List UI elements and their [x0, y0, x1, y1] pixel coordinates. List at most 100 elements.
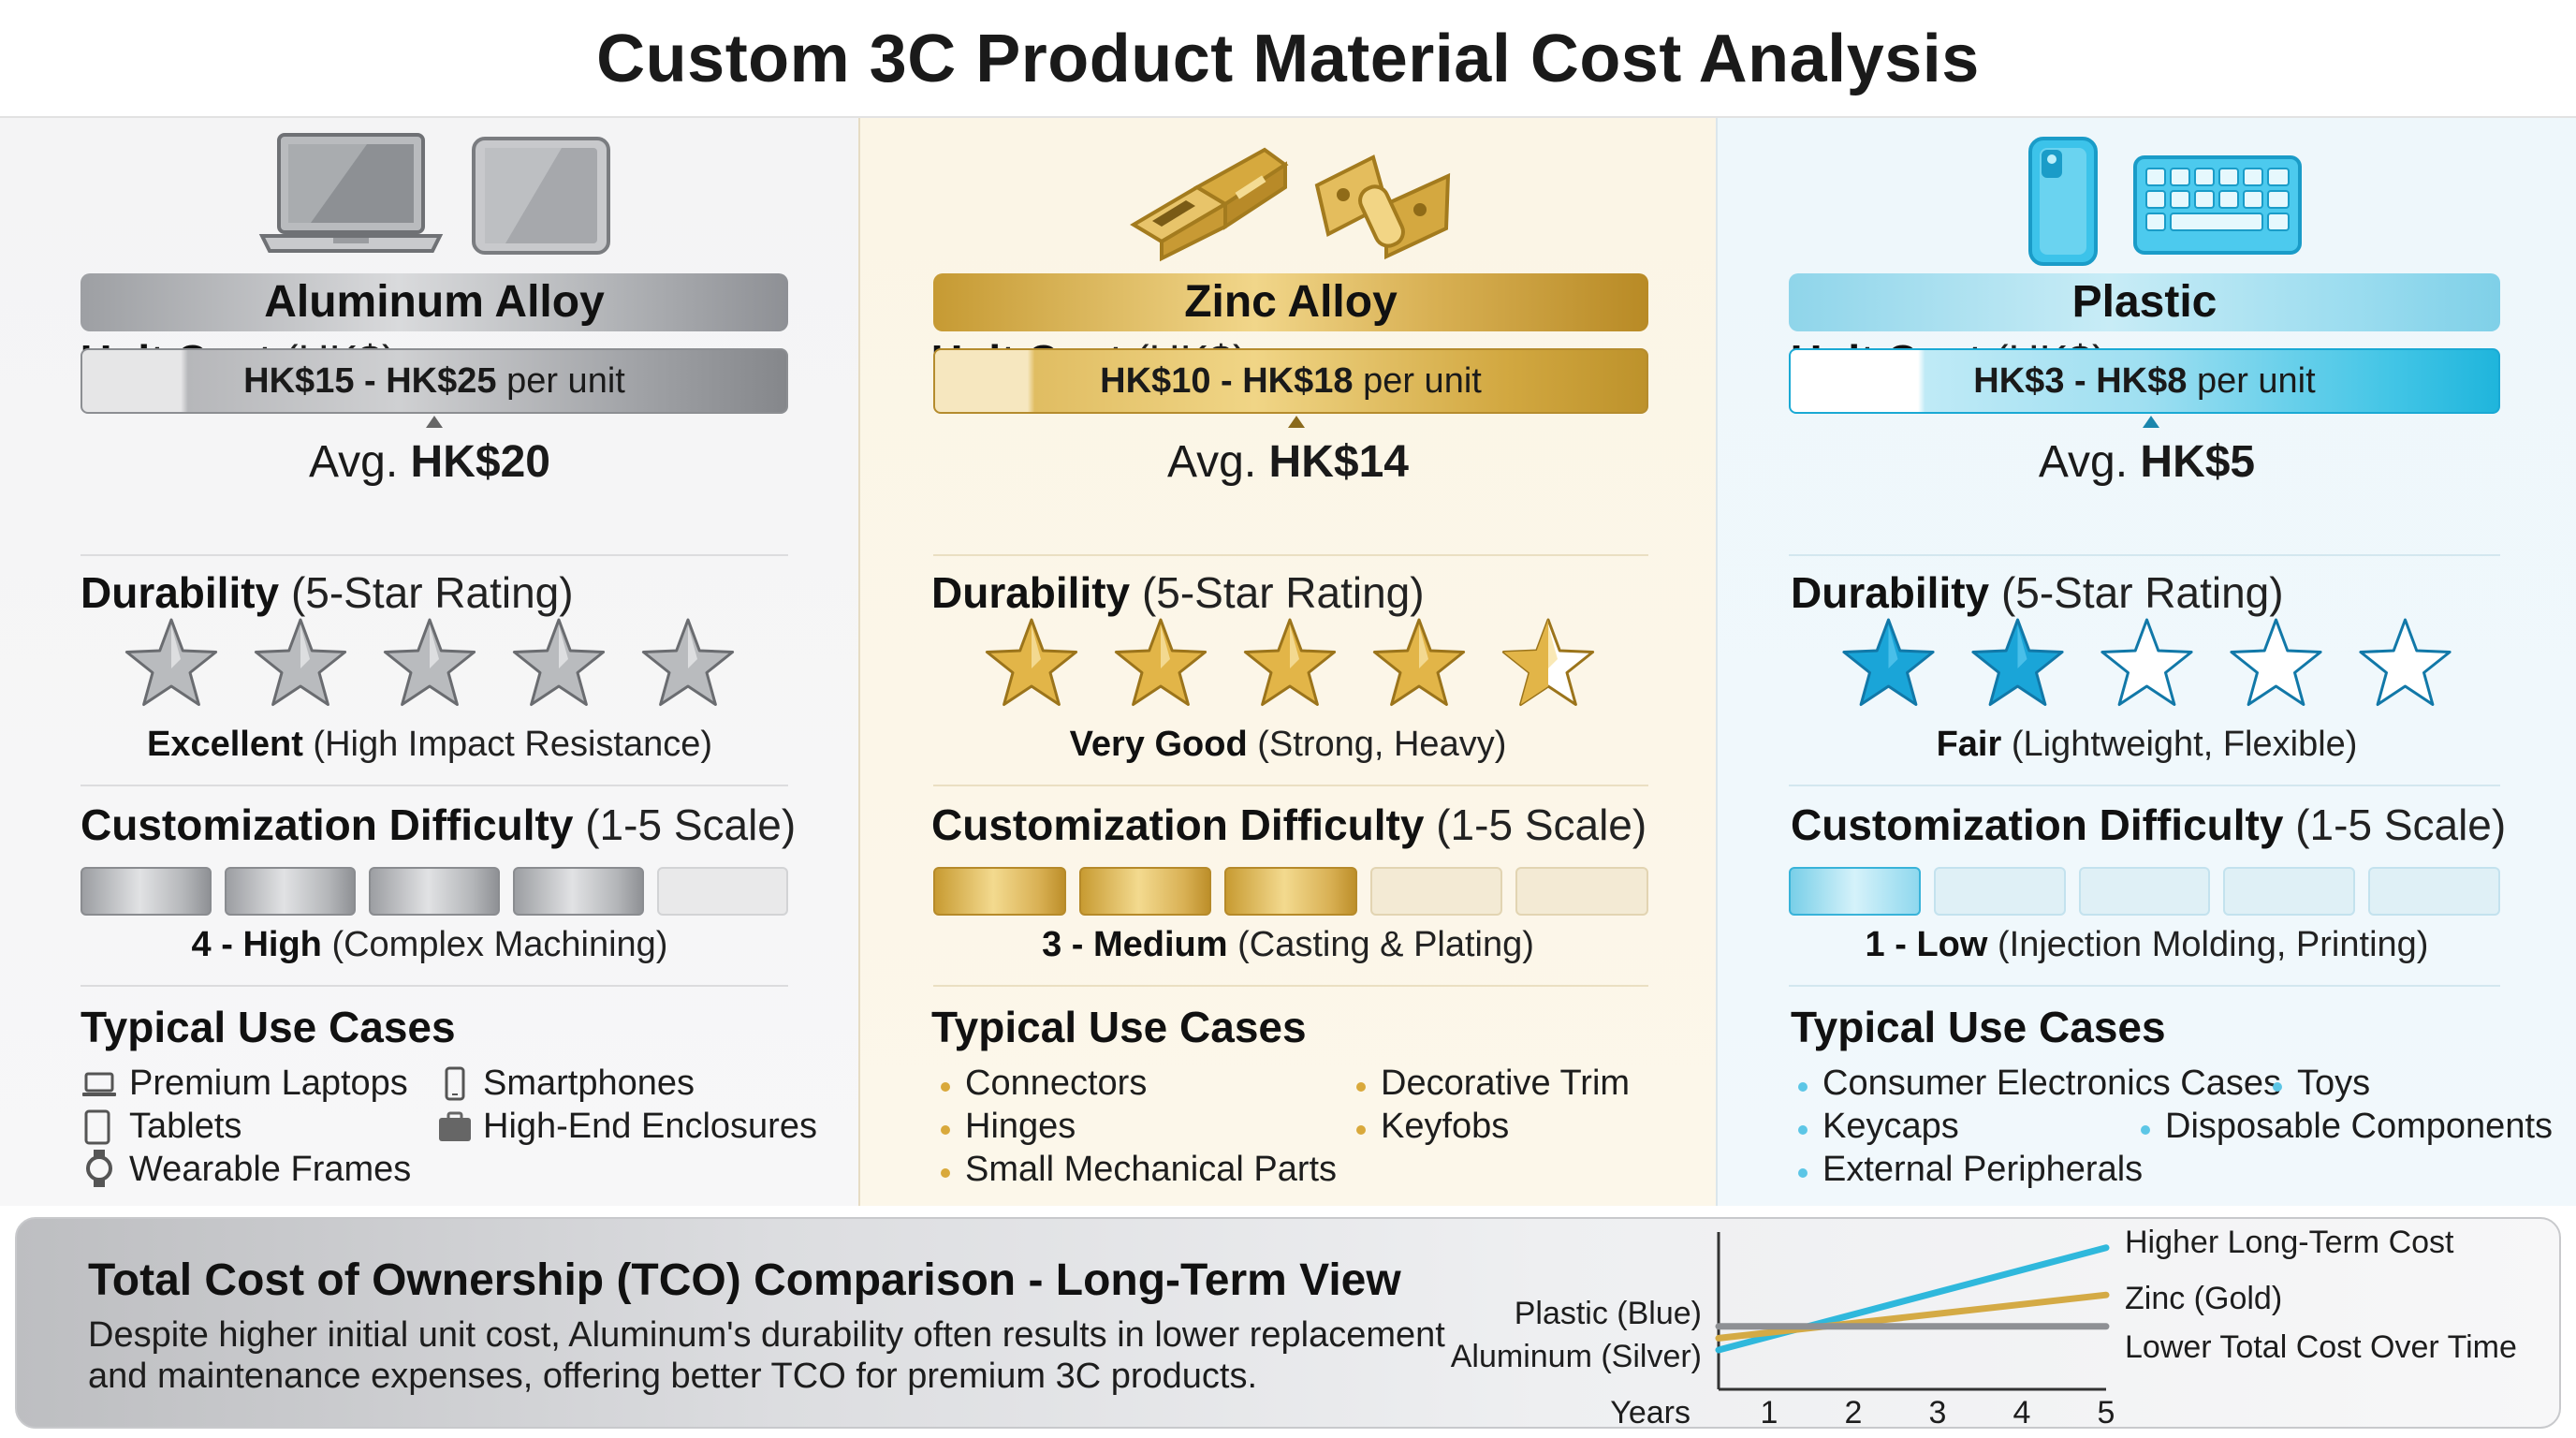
- aluminum-custom-label: Customization Difficulty (1-5 Scale): [80, 800, 796, 850]
- zinc-custom-caption: 3 - Medium (Casting & Plating): [860, 925, 1716, 965]
- custom-label: Customization Difficulty: [1791, 800, 2284, 849]
- zinc-column: Zinc Alloy Unit Cost (HK$) HK$10 - HK$18…: [858, 118, 1718, 1206]
- use-case-item: Disposable Components: [2165, 1107, 2554, 1146]
- avg-value: HK$14: [1268, 437, 1409, 487]
- use-case-item: External Peripherals: [1822, 1150, 2144, 1189]
- use-case-item: Small Mechanical Parts: [965, 1150, 1338, 1189]
- zinc-banner: Zinc Alloy: [933, 273, 1648, 331]
- aluminum-star-rating: [0, 614, 859, 717]
- zinc-star-rating: [860, 614, 1720, 717]
- aluminum-icons: [0, 131, 859, 271]
- divider: [933, 554, 1648, 556]
- scale-segment-empty: [1515, 867, 1648, 916]
- divider: [80, 554, 788, 556]
- use-case-item: Keyfobs: [1381, 1107, 1510, 1146]
- custom-scale: (1-5 Scale): [1436, 800, 1647, 849]
- aluminum-use-title: Typical Use Cases: [80, 1003, 456, 1051]
- series-lines: [1715, 1244, 2110, 1354]
- aluminum-avg-marker: [426, 416, 443, 428]
- avg-value: HK$20: [410, 437, 550, 487]
- tablet-icon: [472, 137, 610, 255]
- scale-segment-empty: [2078, 867, 2211, 916]
- tablet-icon: [84, 1109, 110, 1145]
- scale-segment-filled: [513, 867, 644, 916]
- laptop-icon: [82, 1072, 116, 1096]
- avg-label: Avg.: [1167, 437, 1257, 487]
- star-empty: [2359, 618, 2452, 706]
- series-end-label-zinc: Zinc (Gold): [2125, 1281, 2282, 1316]
- plastic-cost-range-bar: HK$3 - HK$8 per unit: [1789, 348, 2500, 414]
- scale-segment-filled: [1224, 867, 1357, 916]
- custom-rating: 3 - Medium: [1042, 925, 1228, 964]
- durability-scale: (5-Star Rating): [1141, 568, 1425, 617]
- zinc-durability-caption: Very Good (Strong, Heavy): [860, 725, 1716, 765]
- scale-segment-empty: [1933, 867, 2066, 916]
- use-case-text: Toys: [2297, 1064, 2371, 1103]
- aluminum-banner: Aluminum Alloy: [80, 273, 788, 331]
- aluminum-difficulty-scale: [80, 867, 788, 917]
- divider: [1789, 985, 2500, 987]
- durability-rating: Fair: [1936, 725, 2002, 764]
- bullet: [1798, 1082, 1808, 1092]
- aluminum-average: Avg. HK$20: [0, 436, 859, 488]
- custom-note: (Casting & Plating): [1237, 925, 1534, 964]
- series-end-labels: Higher Long-Term Cost Zinc (Gold) Lower To…: [2125, 1225, 2517, 1365]
- durability-note: (Strong, Heavy): [1257, 725, 1507, 764]
- use-case-item: Wearable Frames: [129, 1150, 412, 1189]
- durability-label: Durability: [931, 568, 1131, 617]
- use-case-item: Smartphones: [483, 1064, 695, 1103]
- bullet: [941, 1168, 950, 1178]
- star-filled: [1971, 618, 2064, 706]
- star-filled: [1243, 618, 1337, 706]
- use-case-item: Connectors: [965, 1064, 1148, 1103]
- star-filled: [641, 618, 735, 706]
- tco-title: Total Cost of Ownership (TCO) Comparison…: [88, 1255, 1401, 1305]
- series-line-zinc: [1715, 1291, 2110, 1342]
- x-tick-label: 4: [2013, 1395, 2031, 1431]
- star-filled: [1372, 618, 1466, 706]
- custom-note: (Injection Molding, Printing): [1998, 925, 2429, 964]
- plastic-column: Plastic Unit Cost (HK$) HK$3 - HK$8 per …: [1718, 118, 2576, 1206]
- use-case-item: High-End Enclosures: [483, 1107, 817, 1146]
- per-unit: per unit: [2196, 361, 2316, 401]
- plastic-average: Avg. HK$5: [1718, 436, 2576, 488]
- divider: [80, 785, 788, 786]
- zinc-custom-label: Customization Difficulty (1-5 Scale): [931, 800, 1647, 850]
- phone-case-icon: [2028, 137, 2098, 266]
- zinc-use-title: Typical Use Cases: [931, 1003, 1307, 1051]
- x-tick-label: 2: [1845, 1395, 1863, 1431]
- per-unit: per unit: [506, 361, 625, 401]
- bullet: [941, 1082, 950, 1092]
- stars-svg: [124, 618, 735, 706]
- x-ticks: 1 2 3 4 5: [1761, 1395, 2115, 1431]
- durability-scale: (5-Star Rating): [2000, 568, 2284, 617]
- scale-segment-empty: [1369, 867, 1503, 916]
- laptop-icon: [258, 133, 444, 253]
- bullet: [941, 1125, 950, 1135]
- tco-chart: Plastic (Blue) Aluminum (Silver) Years 1…: [1451, 1225, 2517, 1431]
- zinc-icons: [860, 131, 1716, 271]
- use-case-item: Consumer Electronics Cases: [1822, 1064, 2281, 1103]
- custom-label: Customization Difficulty: [80, 800, 574, 849]
- plastic-custom-caption: 1 - Low (Injection Molding, Printing): [1718, 925, 2576, 965]
- avg-label: Avg.: [2038, 437, 2129, 487]
- aluminum-durability-caption: Excellent (High Impact Resistance): [0, 725, 859, 765]
- star-filled: [1501, 618, 1595, 706]
- bullet: [1798, 1125, 1808, 1135]
- cost-range: HK$15 - HK$25: [243, 361, 497, 401]
- star-filled: [383, 618, 476, 706]
- x-tick-label: 5: [2098, 1395, 2115, 1431]
- tco-panel: Total Cost of Ownership (TCO) Comparison…: [15, 1217, 2561, 1431]
- zinc-average: Avg. HK$14: [860, 436, 1716, 488]
- scale-segment-filled: [1078, 867, 1212, 916]
- scale-segment-filled: [225, 867, 356, 916]
- star-empty: [2100, 618, 2193, 706]
- scale-segment-filled: [369, 867, 500, 916]
- zinc-avg-marker: [1288, 416, 1305, 428]
- cost-range: HK$10 - HK$18: [1100, 361, 1354, 401]
- star-filled: [124, 618, 218, 706]
- divider: [933, 785, 1648, 786]
- stars-svg: [985, 618, 1595, 706]
- series-end-label-aluminum: Lower Total Cost Over Time: [2125, 1329, 2517, 1365]
- divider: [1789, 554, 2500, 556]
